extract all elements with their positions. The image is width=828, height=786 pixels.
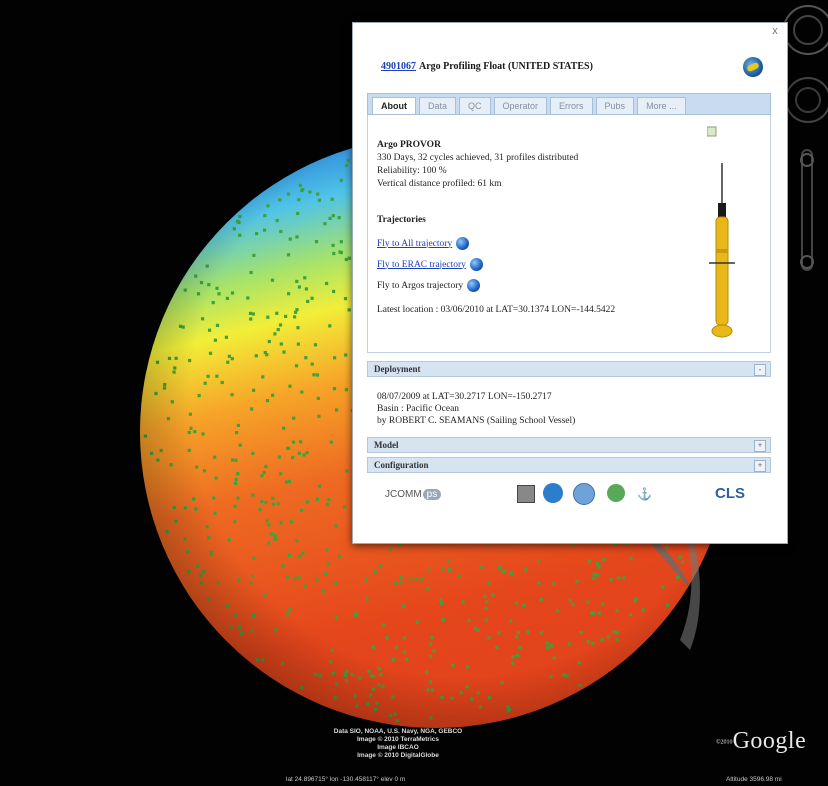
balloon-title: 4901067 Argo Profiling Float (UNITED STAT… <box>381 61 593 72</box>
tab-errors[interactable]: Errors <box>550 97 593 114</box>
close-icon[interactable]: x <box>772 25 778 37</box>
tab-more[interactable]: More ... <box>637 97 686 114</box>
tab-data[interactable]: Data <box>419 97 457 114</box>
argo-logo-icon <box>743 57 763 77</box>
attribution-line: Image © 2010 DigitalGlobe <box>357 752 439 759</box>
attribution-line: Image © 2010 TerraMetrics <box>357 736 439 743</box>
coordinate-readout: lat 24.896715° lon -130.458117° elev 0 m <box>286 776 406 783</box>
goos-icon[interactable] <box>607 484 625 502</box>
deployment-section-header[interactable]: Deployment - <box>367 361 771 377</box>
fly-all-link[interactable]: Fly to All trajectory <box>377 238 453 249</box>
cycles-text: 330 Days, 32 cycles achieved, 31 profile… <box>377 153 579 163</box>
zoom-out-icon[interactable] <box>800 255 814 269</box>
anchor-icon[interactable]: ⚓ <box>637 487 652 501</box>
globe-icon[interactable] <box>467 279 481 292</box>
deployment-date: 08/07/2009 at LAT=30.2717 LON=-150.2717 <box>377 392 552 402</box>
fly-all-trajectory[interactable]: Fly to All trajectory <box>377 237 470 250</box>
jcommops-logo[interactable]: JCOMM ps <box>385 489 442 500</box>
tab-pubs[interactable]: Pubs <box>595 97 635 114</box>
partner-logos: JCOMM ps ⚓ CLS <box>367 481 771 511</box>
float-id-link[interactable]: 4901067 <box>381 61 416 72</box>
attribution-line: Data SIO, NOAA, U.S. Navy, NGA, GEBCO <box>333 728 463 735</box>
globe-icon[interactable] <box>469 258 483 271</box>
wmo-icon[interactable] <box>543 483 563 503</box>
deployment-details: 08/07/2009 at LAT=30.2717 LON=-150.2717 … <box>377 391 575 427</box>
attribution-line: Image IBCAO <box>377 744 419 751</box>
zoom-in-icon[interactable] <box>800 153 814 167</box>
trajectories-heading: Trajectories <box>377 215 426 225</box>
ioc-icon[interactable] <box>573 483 595 505</box>
about-section: Argo PROVOR 330 Days, 32 cycles achieved… <box>377 139 578 191</box>
tab-bar: About Data QC Operator Errors Pubs More … <box>367 93 771 115</box>
argo-float-image <box>707 126 735 338</box>
float-type-heading: Argo PROVOR <box>377 140 441 150</box>
fly-argos-trajectory[interactable]: Fly to Argos trajectory <box>377 279 481 292</box>
model-section-header[interactable]: Model + <box>367 437 771 453</box>
info-balloon: x 4901067 Argo Profiling Float (UNITED ST… <box>352 22 788 544</box>
expand-icon[interactable]: + <box>754 460 766 472</box>
map-attribution: Data SIO, NOAA, U.S. Navy, NGA, GEBCO Im… <box>318 728 478 760</box>
model-label: Model <box>374 440 399 450</box>
deployment-vessel: by ROBERT C. SEAMANS (Sailing School Ves… <box>377 416 576 426</box>
deployment-basin: Basin : Pacific Ocean <box>377 404 460 414</box>
fly-erac-link[interactable]: Fly to ERAC trajectory <box>377 259 466 270</box>
tab-qc[interactable]: QC <box>459 97 491 114</box>
configuration-label: Configuration <box>374 460 429 470</box>
fly-erac-trajectory[interactable]: Fly to ERAC trajectory <box>377 258 483 271</box>
expand-icon[interactable]: + <box>754 440 766 452</box>
globe-icon[interactable] <box>456 237 470 250</box>
collapse-icon[interactable]: - <box>754 364 766 376</box>
latest-location: Latest location : 03/06/2010 at LAT=30.1… <box>377 305 616 315</box>
deployment-label: Deployment <box>374 364 421 374</box>
tab-about[interactable]: About <box>372 97 416 114</box>
float-title-text: Argo Profiling Float (UNITED STATES) <box>419 61 593 72</box>
distance-text: Vertical distance profiled: 61 km <box>377 179 502 189</box>
zoom-slider[interactable] <box>801 149 813 271</box>
about-panel <box>367 115 771 353</box>
tab-operator[interactable]: Operator <box>493 97 548 114</box>
cls-logo[interactable]: CLS <box>715 485 745 502</box>
configuration-section-header[interactable]: Configuration + <box>367 457 771 473</box>
fly-argos-label: Fly to Argos trajectory <box>377 280 464 291</box>
reliability-text: Reliability: 100 % <box>377 166 447 176</box>
building-icon[interactable] <box>517 485 535 503</box>
google-logo: ©2010Google <box>716 728 807 754</box>
move-ring[interactable] <box>785 77 828 123</box>
altitude-readout: Altitude 3596.98 mi <box>726 776 782 783</box>
